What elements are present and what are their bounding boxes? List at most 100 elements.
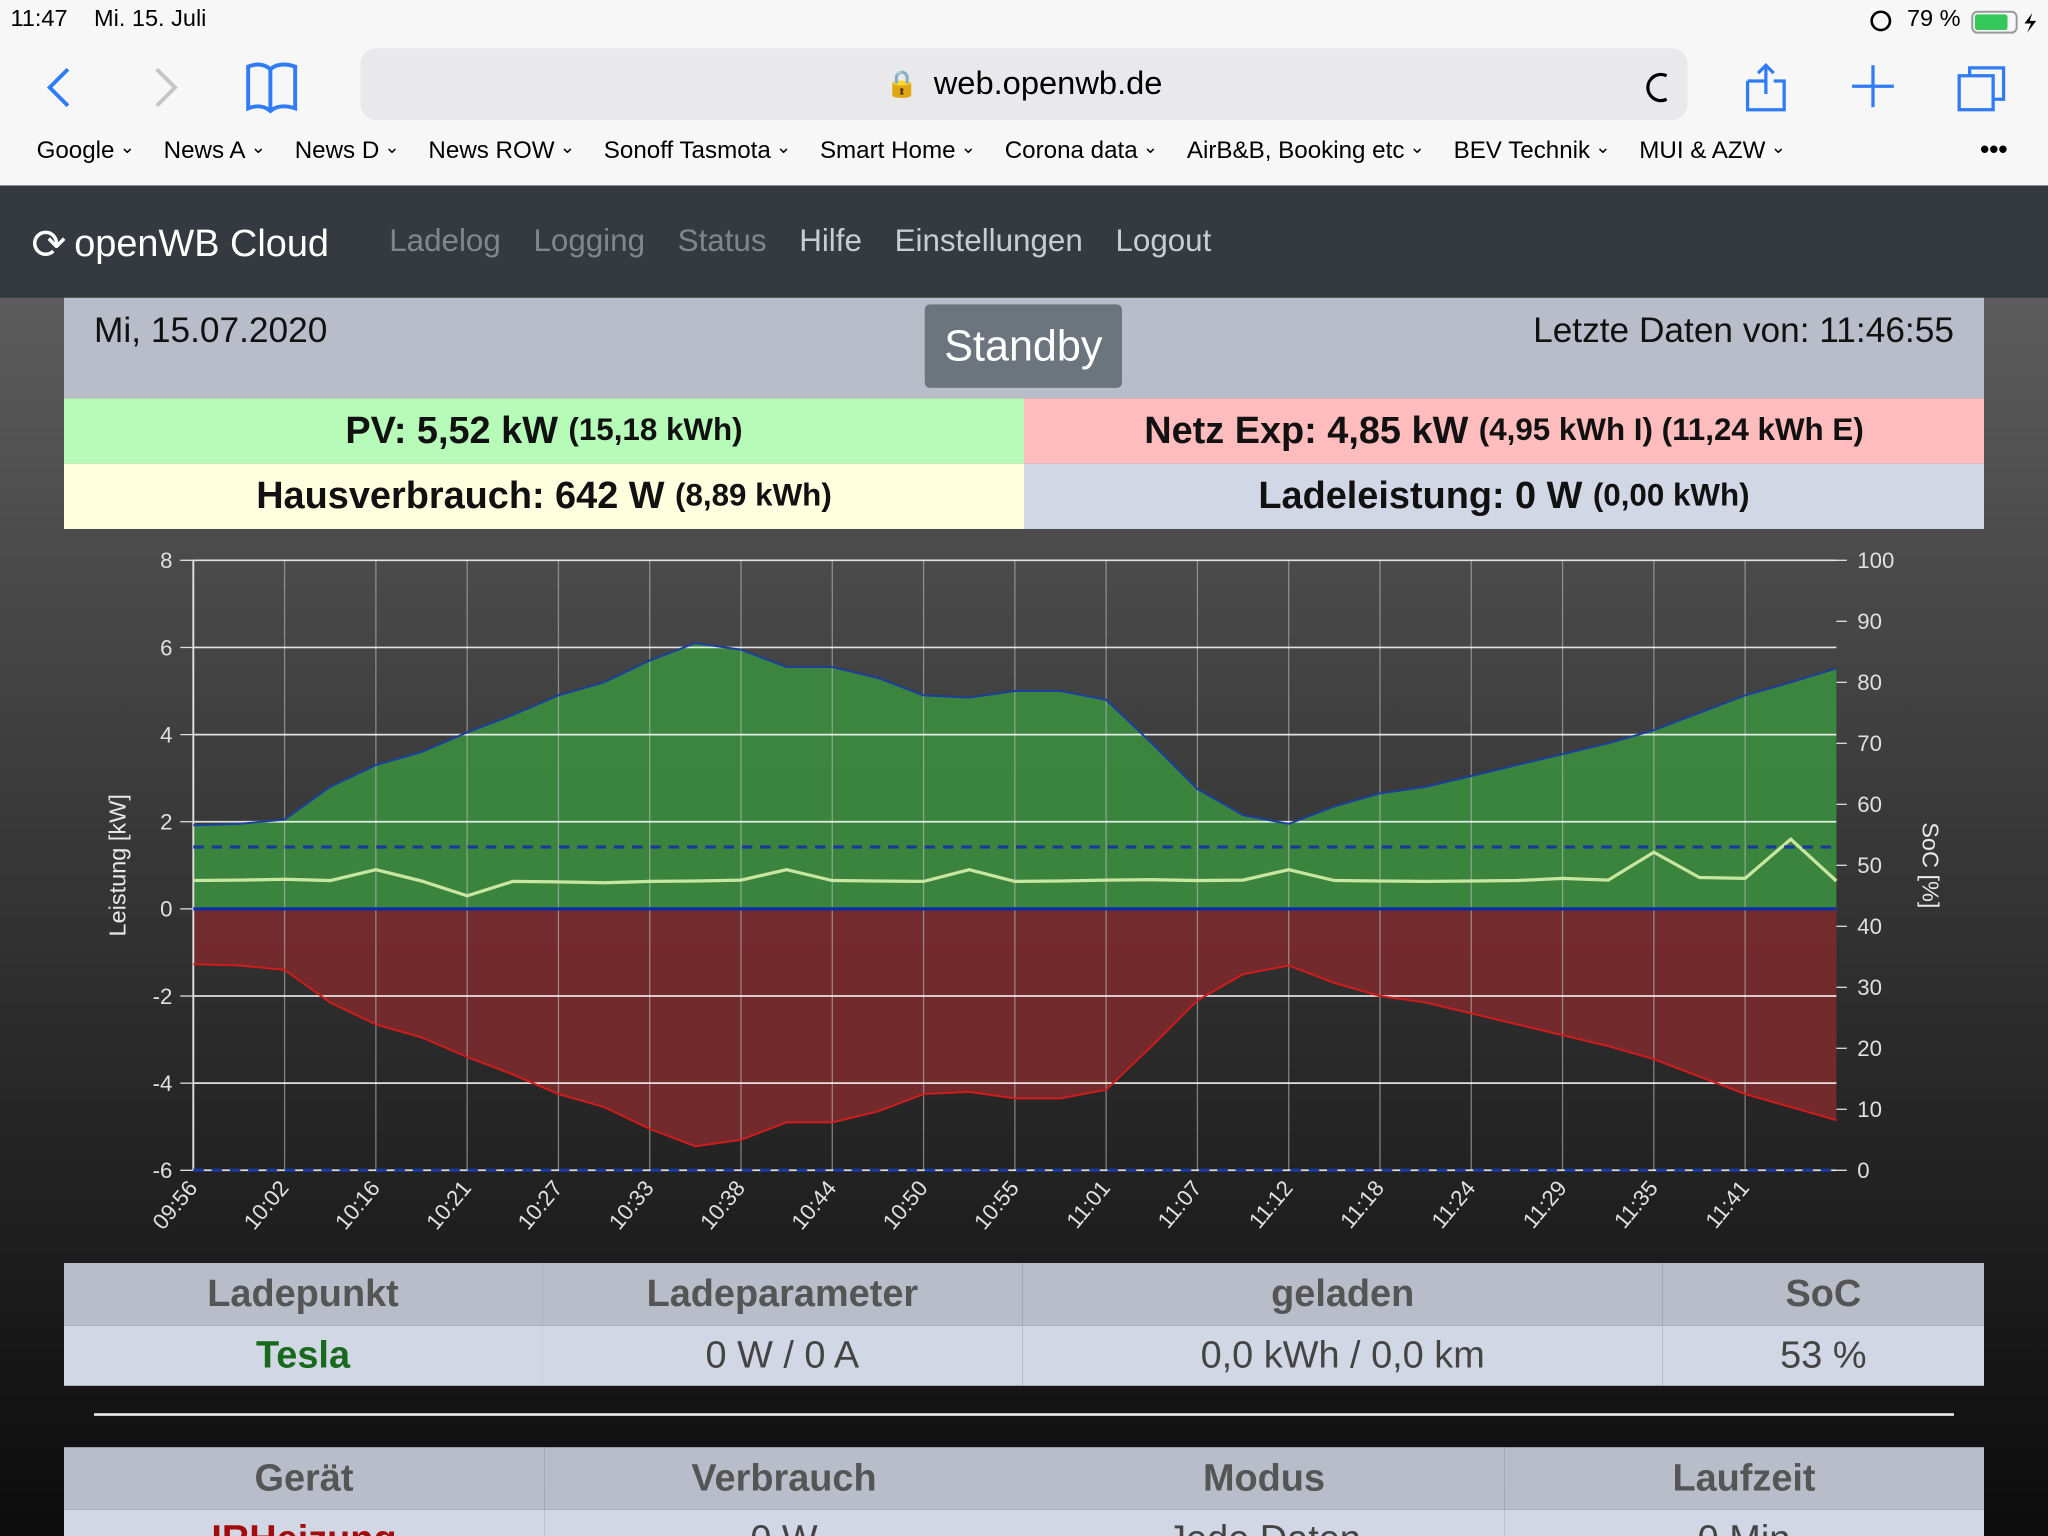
- summary-label: Ladeleistung:: [1258, 474, 1505, 517]
- bookmark[interactable]: AirB&B, Booking etc: [1187, 136, 1425, 165]
- nav-link[interactable]: Einstellungen: [894, 223, 1083, 259]
- y2-tick-label: 100: [1857, 548, 1894, 573]
- table-cell: 0 Min: [1503, 1509, 1984, 1536]
- bookmark[interactable]: Corona data: [1005, 136, 1158, 165]
- x-tick-label: 11:24: [1427, 1176, 1481, 1233]
- header-row: Gerät Verbrauch Modus Laufzeit: [63, 1447, 1984, 1510]
- y2-tick-label: 40: [1857, 914, 1882, 939]
- y2-tick-label: 70: [1857, 731, 1882, 756]
- table-cell: Jede Daten: [1023, 1509, 1504, 1536]
- line: [193, 642, 1837, 827]
- nav-link[interactable]: Ladelog: [389, 223, 501, 259]
- x-tick-label: 10:44: [786, 1176, 841, 1235]
- x-tick-label: 10:02: [239, 1176, 294, 1235]
- summary-value: 5,52 kW: [416, 409, 558, 452]
- summary-value: 4,85 kW: [1327, 409, 1469, 452]
- summary-label: PV:: [345, 409, 407, 452]
- y2-tick-label: 10: [1857, 1097, 1882, 1122]
- status-time: 11:47: [10, 5, 68, 32]
- summary-detail: (0,00 kWh): [1592, 478, 1750, 514]
- y2-tick-label: 30: [1857, 975, 1882, 1000]
- summary-detail: (8,89 kWh): [674, 478, 832, 514]
- column-header: Verbrauch: [543, 1447, 1024, 1510]
- x-tick-label: 10:33: [604, 1176, 659, 1235]
- x-tick-label: 10:50: [878, 1176, 933, 1235]
- y2-tick-label: 90: [1857, 609, 1882, 634]
- column-header: Ladepunkt: [63, 1263, 543, 1326]
- bookmark[interactable]: Smart Home: [820, 136, 976, 165]
- x-tick-label: 10:27: [513, 1176, 568, 1235]
- bookmark[interactable]: News A: [164, 136, 266, 165]
- column-header: Ladeparameter: [542, 1263, 1023, 1326]
- y-axis-label: Leistung [kW]: [104, 794, 130, 936]
- table-cell: 53 %: [1662, 1325, 1984, 1386]
- toolbar-icons[interactable]: [1633, 62, 2025, 115]
- divider: [94, 1413, 1954, 1416]
- summary-value: 0 W: [1515, 474, 1583, 517]
- bookmarks-bar: Google News A News D News ROW Sonoff Tasmota…: [37, 136, 1786, 165]
- state-button[interactable]: Standby: [924, 304, 1122, 388]
- y-tick-label: -4: [153, 1071, 173, 1096]
- nav-link[interactable]: Status: [677, 223, 767, 259]
- table-row: IRHeizung0 WJede Daten0 Min: [63, 1509, 1984, 1536]
- bookmark[interactable]: BEV Technik: [1454, 136, 1611, 165]
- summary-cell: Hausverbrauch: 642 W (8,89 kWh): [63, 463, 1024, 529]
- column-header: geladen: [1022, 1263, 1663, 1326]
- header-date: Mi, 15.07.2020: [94, 310, 328, 351]
- brand[interactable]: ⟳ openWB Cloud: [31, 220, 329, 268]
- x-tick-label: 11:29: [1518, 1176, 1572, 1233]
- line: [193, 836, 1838, 898]
- x-tick-label: 10:16: [330, 1176, 385, 1235]
- y2-tick-label: 0: [1857, 1158, 1869, 1183]
- x-tick-label: 09:56: [148, 1176, 203, 1235]
- y-tick-label: 6: [160, 635, 172, 660]
- charge-table: Ladepunkt Ladeparameter geladen SoC Tesla 0 W…: [63, 1263, 1984, 1386]
- x-tick-label: 11:35: [1609, 1176, 1663, 1233]
- battery-level: 79 %: [1906, 5, 1961, 32]
- summary-detail: (4,95 kWh I) (11,24 kWh E): [1478, 412, 1864, 448]
- table-cell: 0 W / 0 A: [542, 1325, 1023, 1386]
- summary-cell: PV: 5,52 kW (15,18 kWh): [63, 398, 1024, 464]
- nav-link[interactable]: Hilfe: [799, 223, 862, 259]
- bookmark[interactable]: News ROW: [428, 136, 575, 165]
- bookmark[interactable]: News D: [295, 136, 400, 165]
- y-tick-label: 0: [160, 897, 172, 922]
- nav-buttons[interactable]: [39, 59, 352, 118]
- nav-links: Ladelog Logging Status Hilfe Einstellungen Lo…: [389, 223, 1211, 260]
- more-button[interactable]: •••: [1980, 135, 2008, 165]
- last-update: Letzte Daten von: 11:46:55: [1533, 310, 1954, 351]
- table-cell: 0,0 kWh / 0,0 km: [1022, 1325, 1663, 1386]
- column-header: Gerät: [63, 1447, 544, 1510]
- summary-value: 642 W: [555, 474, 665, 517]
- url: web.openwb.de: [933, 65, 1163, 102]
- x-tick-label: 11:01: [1061, 1176, 1115, 1233]
- nav-link[interactable]: Logging: [533, 223, 646, 259]
- address-bar[interactable]: 🔒 web.openwb.de: [360, 48, 1688, 121]
- summary-label: Netz Exp:: [1144, 409, 1317, 452]
- column-header: Modus: [1023, 1447, 1504, 1510]
- nav-link[interactable]: Logout: [1115, 223, 1212, 259]
- bookmark[interactable]: MUI & AZW: [1639, 136, 1786, 165]
- brand-text: openWB Cloud: [74, 222, 329, 265]
- table-cell: 0 W: [543, 1509, 1024, 1536]
- bookmark[interactable]: Google: [37, 136, 135, 165]
- y-tick-label: -2: [153, 984, 173, 1009]
- device-table: GerätVerbrauchModusLaufzeitIRHeizung0 WJ…: [63, 1447, 1984, 1536]
- table-cell: Tesla: [63, 1325, 543, 1386]
- column-header: Laufzeit: [1503, 1447, 1984, 1510]
- y2-tick-label: 60: [1857, 792, 1882, 817]
- y2-tick-label: 50: [1857, 853, 1882, 878]
- header-row: Ladepunkt Ladeparameter geladen SoC: [63, 1263, 1984, 1326]
- x-tick-label: 11:41: [1700, 1176, 1754, 1233]
- bookmark[interactable]: Sonoff Tasmota: [604, 136, 791, 165]
- y2-tick-label: 80: [1857, 670, 1882, 695]
- status-icons: [1870, 10, 2037, 34]
- x-tick-label: 11:12: [1244, 1176, 1298, 1233]
- table-cell: IRHeizung: [63, 1509, 544, 1536]
- line: [193, 963, 1837, 1148]
- x-tick-label: 10:55: [969, 1176, 1024, 1235]
- y-tick-label: 2: [160, 810, 172, 835]
